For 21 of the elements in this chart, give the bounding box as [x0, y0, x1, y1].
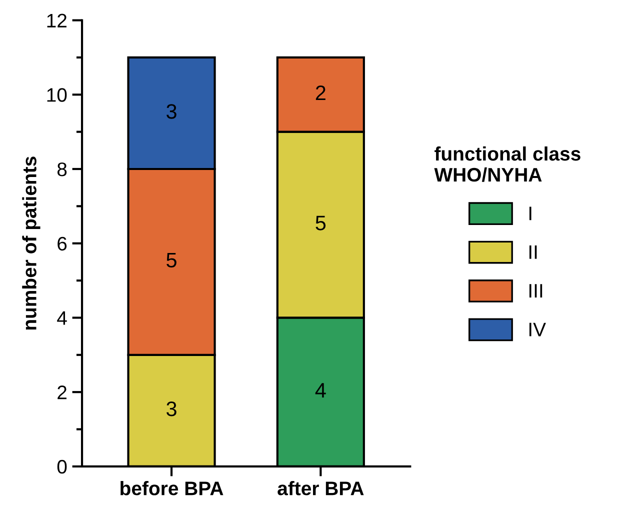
y-tick-label: 6: [58, 236, 67, 251]
data-label: 3: [166, 104, 176, 119]
data-label: 5: [166, 253, 176, 268]
legend-label: IV: [529, 322, 546, 336]
x-tick-label: before BPA: [120, 481, 224, 496]
y-tick-label: 2: [58, 386, 66, 400]
data-label: 5: [316, 216, 326, 230]
y-tick-label: 4: [57, 311, 67, 325]
data-label: 4: [315, 383, 326, 398]
legend-title: functional class WHO/NYHA: [434, 146, 580, 182]
y-tick-label: 12: [47, 14, 66, 28]
legend-label: I: [529, 206, 532, 220]
y-tick-label: 0: [57, 460, 67, 474]
x-tick-label: after BPA: [278, 481, 364, 496]
legend-label: III: [529, 284, 542, 298]
data-label: 3: [166, 402, 176, 416]
y-tick-label: 10: [47, 88, 67, 102]
y-tick-label: 8: [57, 162, 67, 176]
legend-label: II: [529, 245, 537, 259]
data-label: 2: [316, 85, 326, 100]
y-axis-title: number of patients: [22, 156, 40, 330]
